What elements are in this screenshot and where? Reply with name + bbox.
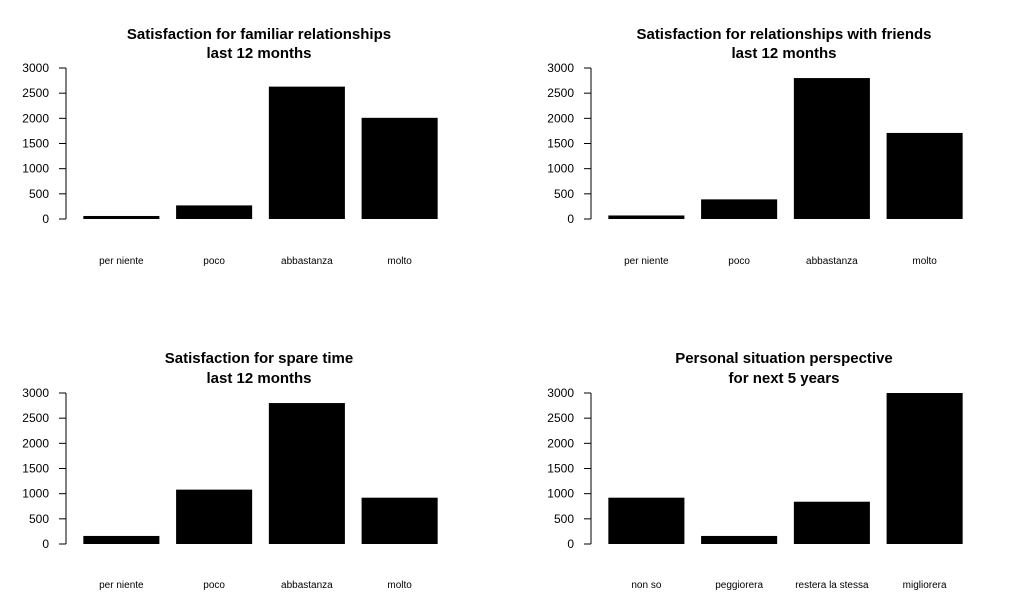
y-tick-label: 2500	[22, 86, 49, 100]
category-label: molto	[912, 256, 937, 267]
y-tick-label: 3000	[547, 386, 574, 400]
chart-subtitle: for next 5 years	[729, 370, 840, 387]
y-tick-label: 2000	[547, 436, 574, 450]
bar-migliorera	[886, 393, 963, 544]
category-label: migliorera	[903, 580, 947, 591]
y-tick-label: 3000	[22, 61, 49, 75]
bar-poco	[701, 199, 778, 219]
y-tick-label: 500	[29, 187, 49, 201]
y-tick-label: 0	[42, 537, 49, 551]
bar-abbastanza	[268, 86, 345, 219]
bar-molto	[361, 497, 438, 544]
bar-poco	[176, 489, 253, 544]
y-tick-label: 2000	[22, 111, 49, 125]
category-label: abbastanza	[281, 256, 333, 267]
category-label: poco	[203, 256, 225, 267]
y-tick-label: 2000	[547, 111, 574, 125]
category-label: poco	[728, 256, 750, 267]
y-tick-label: 1000	[22, 162, 49, 176]
category-label: non so	[631, 580, 661, 591]
y-tick-label: 2500	[22, 411, 49, 425]
bar-poco	[176, 205, 253, 219]
y-tick-label: 1500	[547, 137, 574, 151]
category-label: peggiorera	[715, 580, 763, 591]
y-tick-label: 500	[29, 512, 49, 526]
category-label: molto	[387, 580, 412, 591]
chart-subtitle: last 12 months	[206, 45, 311, 62]
category-label: abbastanza	[281, 580, 333, 591]
category-label: per niente	[99, 580, 144, 591]
y-tick-label: 1500	[22, 137, 49, 151]
category-label: poco	[203, 580, 225, 591]
y-tick-label: 500	[554, 187, 574, 201]
bar-peggiorera	[701, 535, 778, 544]
bar-per-niente	[83, 215, 160, 219]
chart-title: Satisfaction for relationships with frie…	[636, 26, 931, 43]
y-tick-label: 3000	[547, 61, 574, 75]
bar-abbastanza	[793, 78, 870, 219]
chart-title: Personal situation perspective	[675, 350, 893, 367]
chart-subtitle: last 12 months	[206, 370, 311, 387]
y-tick-label: 2500	[547, 86, 574, 100]
category-label: per niente	[99, 256, 144, 267]
bar-per-niente	[608, 215, 685, 219]
bar-per-niente	[83, 535, 160, 544]
y-tick-label: 0	[567, 212, 574, 226]
chart-panel-4: Personal situation perspective for next 5…	[547, 350, 963, 591]
y-tick-label: 2500	[547, 411, 574, 425]
category-label: per niente	[624, 256, 669, 267]
chart-title: Satisfaction for spare time	[165, 350, 353, 367]
category-label: molto	[387, 256, 412, 267]
y-tick-label: 0	[42, 212, 49, 226]
y-tick-label: 1500	[547, 462, 574, 476]
bar-non-so	[608, 497, 685, 544]
chart-panel-3: Satisfaction for spare time last 12 month…	[22, 350, 438, 591]
y-tick-label: 2000	[22, 436, 49, 450]
y-tick-label: 1500	[22, 462, 49, 476]
bar-restera-la-stessa	[793, 501, 870, 544]
y-tick-label: 1000	[547, 487, 574, 501]
chart-subtitle: last 12 months	[731, 45, 836, 62]
bar-molto	[886, 132, 963, 219]
y-tick-label: 1000	[547, 162, 574, 176]
bar-molto	[361, 117, 438, 219]
category-label: abbastanza	[806, 256, 858, 267]
chart-title: Satisfaction for familiar relationships	[127, 26, 391, 43]
chart-panel-1: Satisfaction for familiar relationships l…	[22, 26, 438, 267]
y-tick-label: 3000	[22, 386, 49, 400]
bar-abbastanza	[268, 403, 345, 544]
y-tick-label: 500	[554, 512, 574, 526]
y-tick-label: 1000	[22, 487, 49, 501]
chart-panel-2: Satisfaction for relationships with frie…	[547, 26, 963, 267]
category-label: restera la stessa	[795, 580, 869, 591]
y-tick-label: 0	[567, 537, 574, 551]
